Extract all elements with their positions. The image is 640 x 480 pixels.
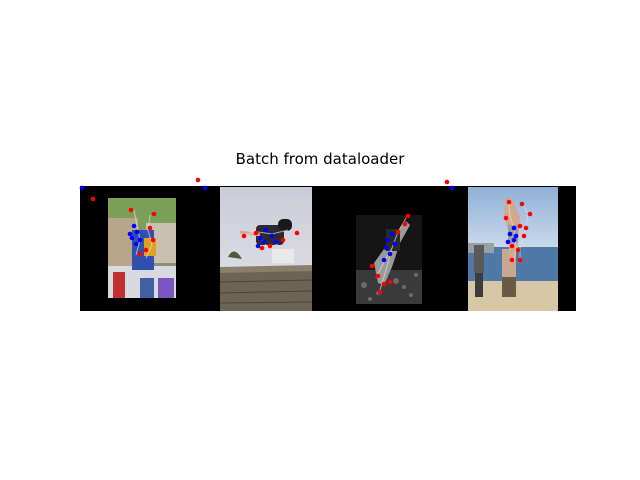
street-crowd-photo [108,198,176,298]
wall-jump-photo [220,187,312,311]
beach-jump-photo [468,187,558,311]
figure-title: Batch from dataloader [235,150,405,168]
image-batch-strip [80,186,576,311]
grayscale-jump-photo [356,215,422,304]
keypoint-marker [444,179,450,185]
keypoint-marker [195,177,201,183]
